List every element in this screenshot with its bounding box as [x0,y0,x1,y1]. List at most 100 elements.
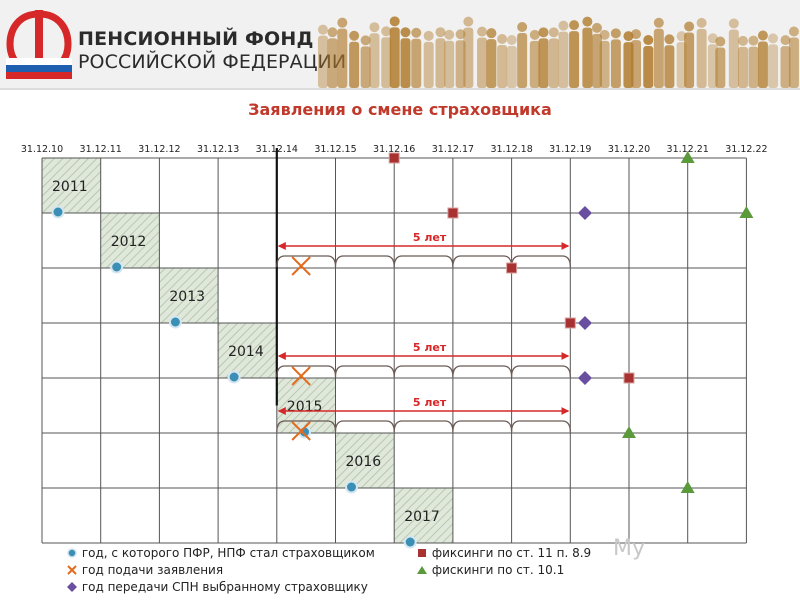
person-silhouette [684,21,695,88]
date-tick-label: 31.12.22 [725,144,767,155]
cross-marker-icon [67,565,77,575]
person-silhouette [400,27,411,88]
fixing-triangle-marker [680,151,695,163]
year-label: 2017 [404,509,440,525]
fixing-triangle-marker [622,426,636,438]
start-circle-marker [110,260,124,274]
start-circle-marker [51,205,65,219]
person-silhouette [506,35,517,88]
date-tick-label: 31.12.13 [197,144,239,155]
person-silhouette [707,33,718,88]
year-arc [452,255,513,268]
shaded-cell [276,378,336,433]
person-silhouette [349,30,360,88]
period-label: 5 лет [413,341,447,354]
crowd-silhouette-image [317,16,799,88]
fixing-square-marker [388,152,400,164]
person-silhouette [548,27,559,88]
person-silhouette [623,31,634,88]
year-label: 2011 [52,179,88,195]
person-silhouette [643,35,654,88]
person-silhouette [737,35,748,88]
person-silhouette [664,34,675,88]
person-silhouette [486,28,497,88]
person-silhouette [444,29,455,88]
person-silhouette [360,35,371,88]
shaded-cell [335,433,395,488]
person-silhouette [317,24,328,88]
fixing-square-marker [623,372,635,384]
transfer-diamond-marker [577,316,592,330]
person-silhouette [715,36,726,88]
person-silhouette [768,33,779,88]
transfer-diamond-marker [577,371,592,385]
person-silhouette [381,26,392,88]
fixing-triangle-marker [739,206,754,218]
year-arc [334,420,395,433]
start-circle-marker [345,480,358,494]
date-tick-label: 31.12.17 [432,144,474,155]
person-silhouette [327,27,338,88]
year-arc [511,255,571,268]
header-banner: ПЕНСИОННЫЙ ФОНД РОССИЙСКОЙ ФЕДЕРАЦИИ [0,0,800,88]
person-silhouette [748,35,759,88]
person-silhouette [653,17,664,88]
pfr-logo-icon [6,10,72,79]
start-circle-marker [227,370,241,384]
person-silhouette [423,30,434,88]
year-label: 2012 [111,234,147,250]
date-tick-label: 31.12.18 [490,144,532,155]
legend-label-triangle: фискинги по ст. 10.1 [431,563,565,577]
person-silhouette [538,27,549,88]
legend-label-square: фиксинги по ст. 11 п. 8.9 [431,546,592,560]
date-tick-label: 31.12.12 [138,144,180,155]
legend-item-triangle: фискинги по ст. 10.1 [416,563,564,577]
triangle-marker-icon [417,566,427,574]
legend-label-diamond: год передачи СПН выбранному страховщику [81,580,368,594]
year-arc [276,420,337,433]
shaded-cell [394,488,453,543]
person-silhouette [455,29,466,88]
person-silhouette [599,29,610,88]
year-arc [276,365,337,378]
year-arc [393,255,454,268]
start-circle-marker [168,315,182,329]
year-arc [276,255,337,268]
fixing-triangle-marker [680,481,695,493]
year-label: 2013 [169,289,205,305]
person-silhouette [788,26,799,88]
person-silhouette [728,18,739,88]
date-tick-label: 31.12.19 [549,144,591,155]
year-label: 2015 [287,399,323,415]
fixing-square-marker [506,262,518,274]
year-arc [511,365,571,378]
person-silhouette [631,29,642,88]
person-silhouette [558,20,569,88]
year-arc [334,255,395,268]
date-tick-label: 31.12.10 [21,144,63,155]
org-line1: ПЕНСИОННЫЙ ФОНД [78,28,314,50]
person-silhouette [337,17,348,88]
legend-label-circle: год, с которого ПФР, НПФ стал страховщик… [81,546,375,560]
person-silhouette [369,22,380,88]
person-silhouette [497,34,508,88]
application-cross-marker [291,256,311,276]
square-marker-icon [418,549,426,557]
date-tick-label: 31.12.11 [80,144,122,155]
date-tick-label: 31.12.20 [608,144,650,155]
date-tick-label: 31.12.15 [314,144,356,155]
person-silhouette [529,29,540,88]
watermark-text: My [613,536,646,561]
start-circle-marker [403,535,417,549]
person-silhouette [389,16,400,88]
year-label: 2014 [228,344,264,360]
shaded-cell [159,268,219,323]
year-arc [393,365,454,378]
fixing-square-marker [447,207,459,219]
shaded-cell [100,213,160,268]
org-line2: РОССИЙСКОЙ ФЕДЕРАЦИИ [78,51,347,73]
year-arc [334,365,395,378]
person-silhouette [757,30,768,88]
shaded-cell [218,323,277,378]
